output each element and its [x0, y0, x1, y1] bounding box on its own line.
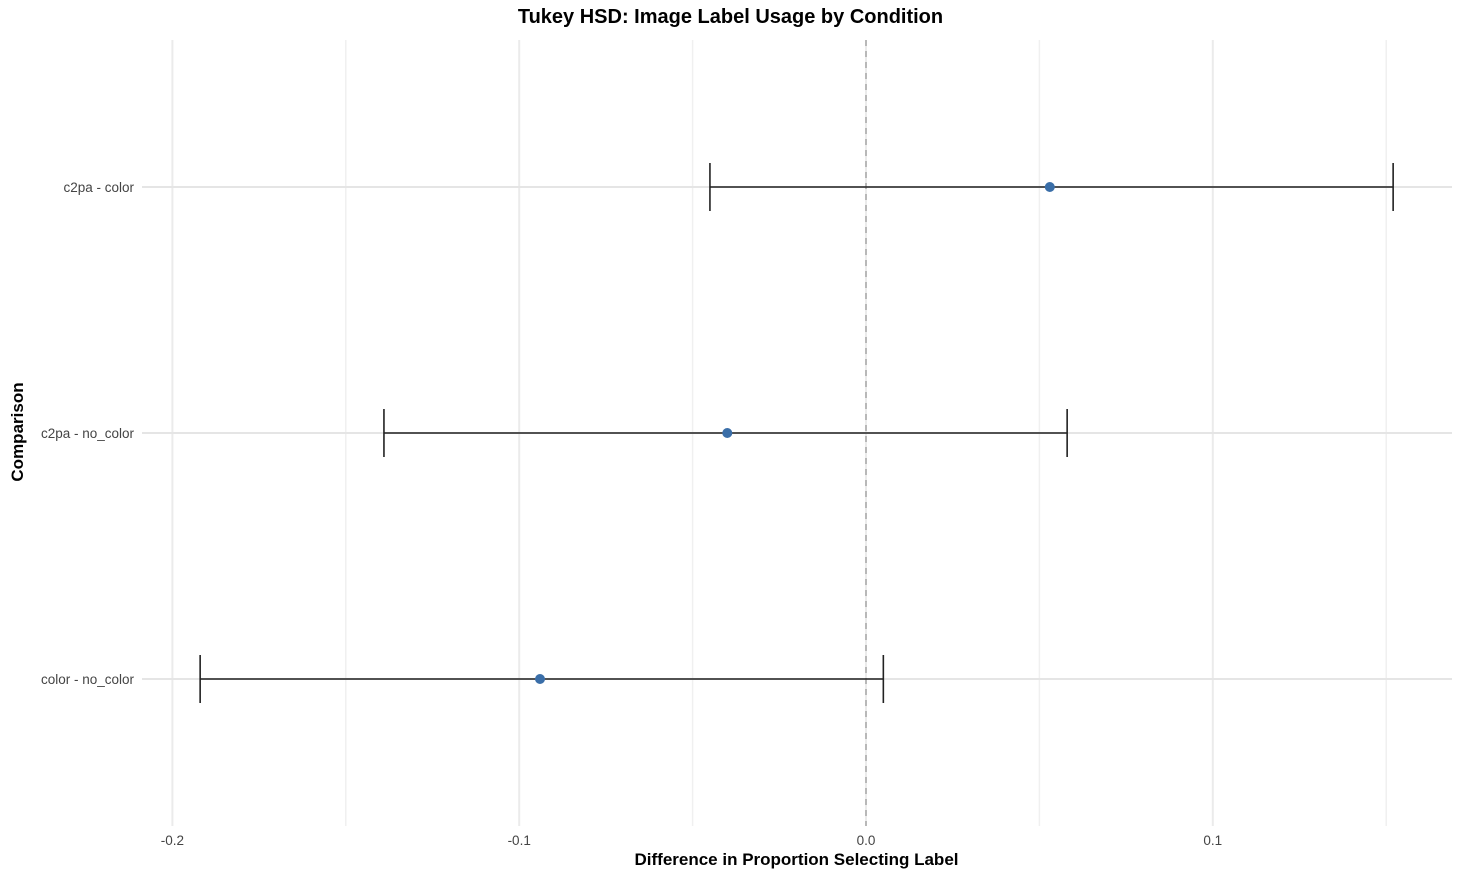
chart-title: Tukey HSD: Image Label Usage by Conditio… [517, 6, 944, 28]
y-tick-label: color - no_color [41, 672, 135, 687]
estimate-point [722, 428, 733, 438]
x-axis-title: Difference in Proportion Selecting Label [634, 850, 959, 869]
estimate-point [1044, 182, 1055, 192]
x-tick-label: -0.2 [161, 833, 184, 848]
estimate-point [535, 674, 546, 684]
x-tick-label: 0.1 [1203, 833, 1222, 848]
x-tick-label: 0.0 [857, 833, 876, 848]
x-tick-label: -0.1 [508, 833, 531, 848]
y-tick-label: c2pa - color [63, 180, 134, 195]
y-axis-title: Comparison [8, 382, 27, 482]
y-tick-label: c2pa - no_color [41, 426, 135, 441]
